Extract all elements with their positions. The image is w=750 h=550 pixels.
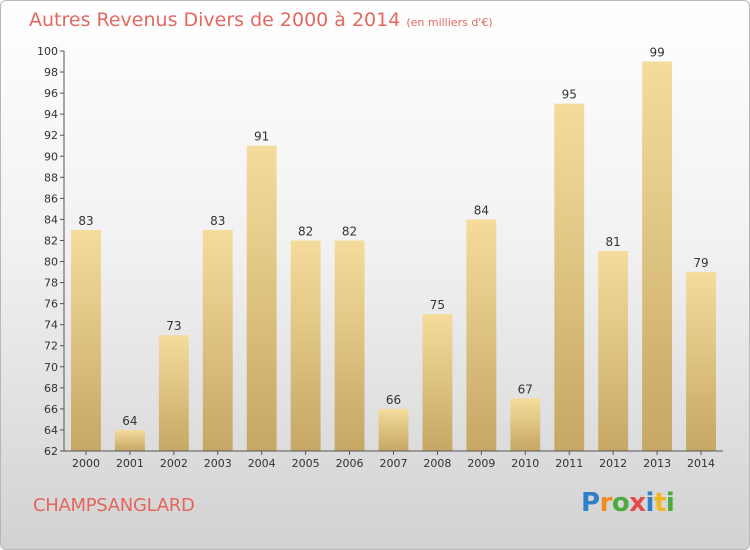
x-tick-label-2000: 2000 (72, 457, 100, 470)
x-tick-label-2011: 2011 (555, 457, 583, 470)
chart-subtitle: (en milliers d'€) (406, 16, 493, 29)
logo-letter: r (599, 488, 613, 518)
x-tick-label-2002: 2002 (160, 457, 188, 470)
x-tick-label-2005: 2005 (292, 457, 320, 470)
y-tick-label: 64 (44, 424, 58, 437)
value-label-2005: 82 (298, 224, 313, 238)
bar-2003 (202, 229, 233, 451)
bar-2004 (246, 145, 277, 451)
value-label-2011: 95 (562, 88, 577, 102)
bar-2014 (686, 272, 716, 451)
y-tick-label: 98 (44, 66, 58, 79)
y-tick-label: 66 (44, 403, 58, 416)
bar-2002 (158, 335, 189, 451)
y-tick-label: 84 (44, 213, 58, 226)
y-tick-label: 94 (44, 108, 58, 121)
y-tick-label: 88 (44, 171, 58, 184)
value-label-2003: 83 (210, 214, 225, 228)
value-label-2014: 79 (693, 256, 708, 270)
x-tick-label-2006: 2006 (336, 457, 364, 470)
y-tick-label: 86 (44, 192, 58, 205)
value-label-2002: 73 (166, 319, 181, 333)
y-tick-label: 74 (44, 319, 58, 332)
logo-letter: P (581, 488, 600, 518)
bar-2009 (466, 219, 497, 451)
value-label-2001: 64 (122, 414, 137, 428)
value-label-2000: 83 (78, 214, 93, 228)
y-tick-label: 68 (44, 382, 58, 395)
y-tick-label: 70 (44, 361, 58, 374)
x-tick-label-2003: 2003 (204, 457, 232, 470)
bar-2013 (642, 61, 673, 452)
x-tick-label-2001: 2001 (116, 457, 144, 470)
bar-2001 (114, 429, 145, 451)
place-name: CHAMPSANGLARD (33, 495, 195, 516)
bar-2010 (510, 398, 541, 451)
value-label-2012: 81 (606, 235, 621, 249)
y-tick-label: 90 (44, 150, 58, 163)
x-tick-label-2013: 2013 (643, 457, 671, 470)
bar-2000 (71, 229, 101, 451)
x-tick-label-2007: 2007 (380, 457, 408, 470)
y-tick-label: 96 (44, 87, 58, 100)
bar-2012 (598, 251, 629, 451)
y-tick-label: 76 (44, 298, 58, 311)
value-label-2009: 84 (474, 203, 489, 217)
value-label-2006: 82 (342, 224, 357, 238)
value-label-2013: 99 (649, 46, 664, 60)
x-tick-label-2009: 2009 (467, 457, 495, 470)
bar-2007 (378, 408, 409, 451)
logo-letter: i (665, 488, 675, 518)
y-tick-label: 72 (44, 340, 58, 353)
y-tick-label: 80 (44, 256, 58, 269)
bar-2006 (334, 240, 365, 451)
bar-2011 (554, 103, 585, 451)
value-label-2010: 67 (518, 382, 533, 396)
proxiti-logo: Proxiti (581, 488, 675, 518)
logo-letter: i (645, 488, 655, 518)
x-tick-label-2008: 2008 (423, 457, 451, 470)
bar-2008 (422, 314, 453, 451)
bar-2005 (290, 240, 321, 451)
chart-title: Autres Revenus Divers de 2000 à 2014 (29, 9, 401, 31)
y-tick-label: 92 (44, 129, 58, 142)
y-tick-label: 62 (44, 445, 58, 458)
logo-letter: x (629, 488, 646, 518)
bars: 83 64 73 83 91 82 82 66 75 84 67 95 81 99 79 (71, 46, 716, 452)
logo-letter: t (653, 488, 666, 518)
value-label-2008: 75 (430, 298, 445, 312)
y-tick-label: 100 (37, 45, 58, 58)
y-tick-label: 82 (44, 234, 58, 247)
y-tick-label: 78 (44, 277, 58, 290)
x-tick-label-2014: 2014 (687, 457, 715, 470)
x-tick-label-2012: 2012 (599, 457, 627, 470)
value-label-2004: 91 (254, 130, 269, 144)
value-label-2007: 66 (386, 393, 401, 407)
x-axis: 2000 2001 2002 2003 2004 2005 2006 2007 2008 2009… (64, 450, 723, 470)
x-tick-label-2004: 2004 (248, 457, 276, 470)
x-tick-label-2010: 2010 (511, 457, 539, 470)
y-axis: 62 64 66 68 70 72 74 76 78 80 82 84 86 88 90 92 94 96 98 10… (37, 45, 65, 458)
logo-letter: o (611, 488, 630, 518)
title-block: Autres Revenus Divers de 2000 à 2014 (en … (29, 9, 493, 31)
